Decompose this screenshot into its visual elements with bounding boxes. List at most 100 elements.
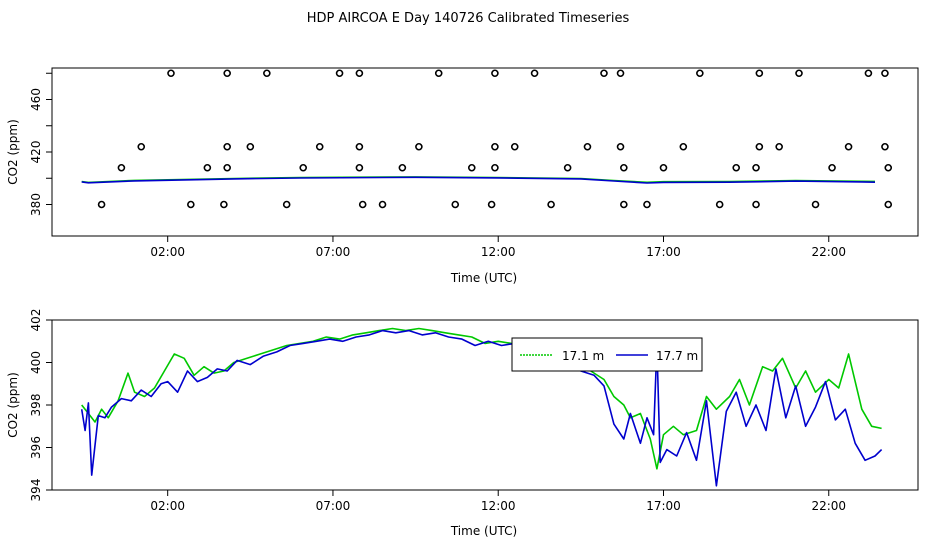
circle-marker [530, 69, 539, 78]
circle-marker [355, 163, 364, 172]
bottom-x-tick-label: 22:00 [811, 499, 846, 513]
circle-marker [220, 200, 228, 209]
bottom-y-ticks: 394 396 398 400 402 [29, 309, 52, 502]
bottom-y-axis-label: CO2 (ppm) [6, 372, 20, 438]
circle-marker [491, 142, 499, 151]
circle-marker [752, 200, 760, 209]
circle-marker [117, 163, 126, 172]
top-circle-markers [97, 69, 893, 209]
circle-marker [487, 200, 496, 209]
circle-marker [755, 142, 764, 151]
circle-marker [315, 142, 324, 151]
circle-marker [358, 200, 367, 209]
circle-marker [415, 142, 423, 151]
circle-marker [881, 142, 889, 151]
circle-marker [246, 142, 255, 151]
circle-marker [335, 69, 344, 78]
circle-marker [755, 69, 764, 78]
top-x-tick-label: 07:00 [316, 245, 351, 259]
circle-marker [600, 69, 608, 78]
circle-marker [137, 142, 146, 151]
bottom-series-line-177 [80, 329, 883, 487]
circle-marker [659, 163, 668, 172]
circle-marker [811, 200, 820, 209]
top-series-line-177 [81, 176, 876, 184]
circle-marker [223, 163, 231, 172]
top-y-axis-label: CO2 (ppm) [6, 119, 20, 185]
circle-marker [355, 69, 364, 78]
circle-marker [752, 163, 760, 172]
top-y-tick-label: 460 [29, 88, 43, 111]
top-x-tick-label: 12:00 [481, 245, 516, 259]
circle-marker [491, 163, 499, 172]
top-y-ticks: 380 420 460 [29, 72, 52, 216]
circle-marker [583, 142, 592, 151]
circle-marker [844, 142, 853, 151]
circle-marker [547, 200, 555, 209]
circle-marker [434, 69, 443, 78]
bottom-series-group [80, 327, 883, 487]
bottom-y-tick-label: 398 [29, 394, 43, 417]
bottom-y-tick-label: 400 [29, 351, 43, 374]
bottom-y-tick-label: 402 [29, 309, 43, 332]
bottom-x-tick-label: 12:00 [481, 499, 516, 513]
top-panel: 02:00 07:00 12:00 17:00 22:00 380 420 460 Time… [6, 67, 919, 285]
circle-marker [223, 69, 231, 78]
circle-marker [884, 200, 893, 209]
bottom-x-ticks: 02:00 07:00 12:00 17:00 22:00 [150, 490, 846, 513]
circle-marker [563, 163, 572, 172]
circle-marker [203, 163, 212, 172]
bottom-x-tick-label: 02:00 [150, 499, 185, 513]
circle-marker [510, 142, 519, 151]
circle-marker [355, 142, 364, 151]
circle-marker [97, 200, 106, 209]
top-x-axis-label: Time (UTC) [450, 271, 517, 285]
circle-marker [616, 142, 625, 151]
bottom-y-tick-label: 394 [29, 479, 43, 502]
chart-title: HDP AIRCOA E Day 140726 Calibrated Times… [307, 11, 630, 26]
top-x-tick-label: 22:00 [811, 245, 846, 259]
circle-marker [616, 69, 625, 78]
circle-marker [467, 163, 476, 172]
legend-label-177: 17.7 m [656, 349, 698, 363]
circle-marker [187, 200, 195, 209]
circle-marker [263, 69, 271, 78]
circle-marker [643, 200, 651, 209]
circle-marker [864, 69, 873, 78]
circle-marker [620, 163, 628, 172]
top-x-tick-label: 02:00 [150, 245, 185, 259]
top-plot-frame [51, 67, 919, 237]
top-y-tick-label: 380 [29, 193, 43, 216]
bottom-x-tick-label: 17:00 [646, 499, 681, 513]
circle-marker [828, 163, 836, 172]
circle-marker [881, 69, 889, 78]
bottom-x-tick-label: 07:00 [316, 499, 351, 513]
circle-marker [696, 69, 704, 78]
circle-marker [282, 200, 291, 209]
top-series-group [81, 176, 876, 184]
circle-marker [491, 69, 499, 78]
circle-marker [398, 163, 407, 172]
circle-marker [167, 69, 175, 78]
circle-marker [299, 163, 308, 172]
bottom-x-axis-label: Time (UTC) [450, 524, 517, 538]
circle-marker [884, 163, 893, 172]
legend: 17.1 m 17.7 m [511, 337, 703, 372]
legend-label-171: 17.1 m [562, 349, 604, 363]
circle-marker [620, 200, 628, 209]
bottom-series-line-171 [81, 327, 882, 470]
bottom-plot-frame [51, 319, 919, 491]
top-x-ticks: 02:00 07:00 12:00 17:00 22:00 [150, 236, 846, 259]
circle-marker [451, 200, 460, 209]
bottom-panel: 02:00 07:00 12:00 17:00 22:00 394 396 398 400 40… [6, 309, 919, 538]
circle-marker [775, 142, 783, 151]
circle-marker [223, 142, 231, 151]
circle-marker [679, 142, 688, 151]
top-y-tick-label: 420 [29, 141, 43, 164]
top-x-tick-label: 17:00 [646, 245, 681, 259]
bottom-y-tick-label: 396 [29, 436, 43, 459]
circle-marker [378, 200, 387, 209]
legend-box [511, 337, 703, 372]
circle-marker [732, 163, 741, 172]
